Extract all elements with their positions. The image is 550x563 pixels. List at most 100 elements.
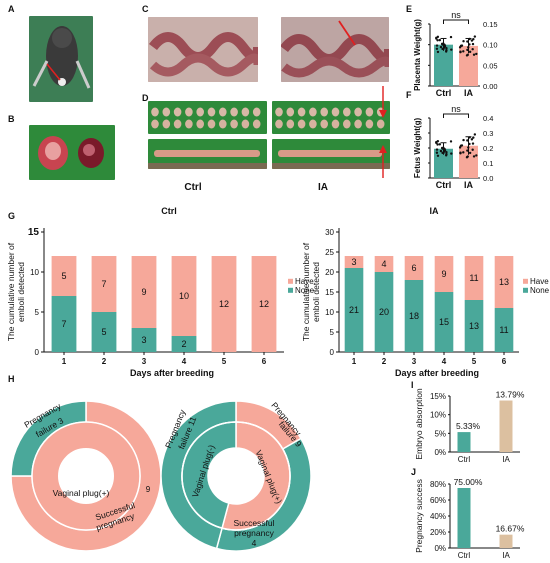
x-tick-label: Ctrl <box>458 551 471 560</box>
significance-bracket <box>443 19 469 24</box>
x-axis-label: Days after breeding <box>130 368 214 378</box>
y-tick-label: 0.0 <box>483 174 493 183</box>
data-label-have: 7 <box>101 279 106 289</box>
data-point <box>466 149 469 152</box>
bar-segment-none <box>374 272 394 352</box>
x-tick-label: 3 <box>142 357 147 366</box>
x-tick-label: 5 <box>472 357 477 366</box>
panel-letter-C: C <box>142 4 149 14</box>
data-point <box>450 152 453 155</box>
bar-segment-have <box>404 256 424 280</box>
data-point <box>438 143 442 146</box>
x-tick-label: Ctrl <box>436 88 452 98</box>
y-tick-label: 5 <box>330 328 335 337</box>
y-tick-label: 0.4 <box>483 114 493 123</box>
photo-placenta-row-ctrl <box>148 139 267 169</box>
data-point <box>435 47 439 50</box>
bar-segment-have <box>374 256 394 272</box>
bar-ia <box>459 45 478 86</box>
data-point <box>435 36 438 39</box>
fetus-dot <box>162 107 171 117</box>
data-label-have: 4 <box>381 259 386 269</box>
fetus-dot <box>230 107 238 117</box>
y-tick-label: 0.05 <box>483 61 498 70</box>
data-label: 5.33% <box>456 421 481 431</box>
data-point <box>472 155 476 158</box>
data-label-have: 3 <box>351 257 356 267</box>
uterus-ctrl-illustration <box>148 17 258 82</box>
y-axis-label: emboli detected <box>16 262 26 322</box>
donut-value: 9 <box>146 485 151 494</box>
significance-bracket <box>443 113 469 118</box>
y-tick-label: 0.10 <box>483 41 498 50</box>
fetus-dot <box>207 119 216 129</box>
fetus-dot <box>297 119 306 129</box>
data-point <box>472 53 476 56</box>
data-point <box>436 143 439 146</box>
data-point <box>449 140 453 143</box>
mouse-illustration <box>32 26 91 89</box>
data-point <box>467 46 470 49</box>
x-tick-label: IA <box>464 88 474 98</box>
y-tick-label: 10 <box>30 268 39 277</box>
data-point <box>472 37 475 41</box>
embryo-illustration <box>38 136 104 170</box>
data-label-none: 20 <box>379 307 389 317</box>
data-label-none: 7 <box>61 319 66 329</box>
data-point <box>468 50 472 54</box>
data-point <box>468 43 471 46</box>
fetus-dot <box>230 119 238 129</box>
data-point <box>449 35 453 39</box>
y-tick-label: 25 <box>325 248 334 257</box>
placenta-row-illustration <box>272 150 390 169</box>
fetus-dot <box>207 107 216 117</box>
panel-letter-J: J <box>411 467 416 477</box>
y-tick-label: 15% <box>430 392 446 401</box>
data-label: 16.67% <box>496 524 525 534</box>
y-axis-label: The cumulative number of <box>301 242 311 341</box>
data-point <box>436 154 440 157</box>
data-point <box>472 136 475 139</box>
uterus-ia-illustration <box>281 17 389 82</box>
red-arrow-head <box>379 145 387 153</box>
data-point <box>462 50 465 53</box>
x-tick-label: IA <box>464 180 474 190</box>
data-point <box>465 54 469 57</box>
data-label-none: 18 <box>409 311 419 321</box>
data-point <box>468 142 471 146</box>
y-axis-label: Placenta Weight(g) <box>413 19 422 91</box>
bar-segment-have <box>131 256 157 328</box>
fetus-dot <box>241 119 250 129</box>
data-point <box>435 151 439 154</box>
data-point <box>441 47 444 51</box>
y-tick-label: 0.1 <box>483 159 493 168</box>
data-label-have: 12 <box>259 299 269 309</box>
data-point <box>435 148 439 151</box>
data-point <box>436 39 439 42</box>
fetus-dot <box>185 107 193 117</box>
photo-mouse <box>29 16 93 102</box>
legend-swatch-have <box>288 278 293 284</box>
bar-segment-none <box>464 300 484 352</box>
data-point <box>440 42 444 46</box>
data-label-have: 9 <box>141 287 146 297</box>
fetus-dot <box>286 119 295 129</box>
y-tick-label: 0% <box>434 448 446 457</box>
bar-segment-none <box>171 336 197 352</box>
y-tick-label: 0 <box>35 348 40 357</box>
data-point <box>445 152 448 156</box>
fetus-dot <box>151 107 159 117</box>
x-axis-label: Days after breeding <box>395 368 479 378</box>
data-point <box>465 156 469 159</box>
data-point <box>466 48 469 52</box>
fetus-dot <box>320 107 328 117</box>
data-label-none: 21 <box>349 305 359 315</box>
data-point <box>450 48 453 51</box>
donut-value: 4 <box>252 538 257 548</box>
data-label-have: 13 <box>499 277 509 287</box>
y-tick-label: 20% <box>430 528 446 537</box>
placenta-row-illustration <box>148 150 267 169</box>
legend-label-have: Have <box>295 277 314 286</box>
donut-label: Successful <box>233 518 274 528</box>
